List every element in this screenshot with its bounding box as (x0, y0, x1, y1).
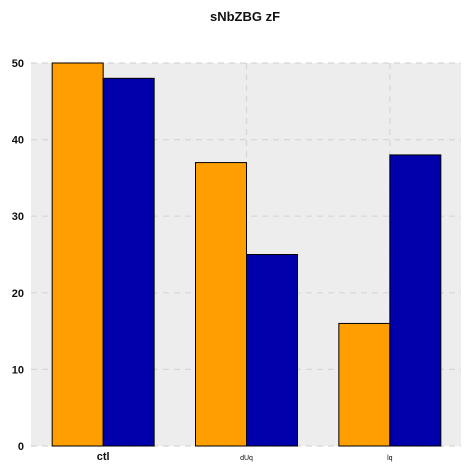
bar-dUq-series-1 (195, 162, 247, 447)
y-tick-label: 40 (12, 135, 24, 147)
x-tick-label: dUq (240, 455, 253, 462)
y-tick-label: 20 (12, 288, 24, 300)
bars (51, 62, 442, 447)
x-tick-label: lq (387, 455, 393, 462)
bar-dUq-series-2 (246, 254, 298, 447)
y-tick-label: 10 (12, 364, 24, 376)
y-tick-label: 30 (12, 211, 24, 223)
chart-title: sNbZBG zF (210, 9, 280, 24)
bar-lq-series-1 (338, 322, 391, 447)
bar-ctl-series-1 (51, 62, 104, 447)
bar-lq-series-2 (389, 154, 442, 447)
x-axis-ticks: ctl dUq lq (97, 451, 393, 463)
y-tick-label: 0 (18, 441, 24, 453)
y-tick-label: 50 (12, 58, 24, 70)
y-axis-ticks: 0 10 20 30 40 50 (12, 58, 24, 453)
bar-ctl-series-2 (102, 77, 155, 447)
x-tick-label: ctl (97, 451, 110, 463)
